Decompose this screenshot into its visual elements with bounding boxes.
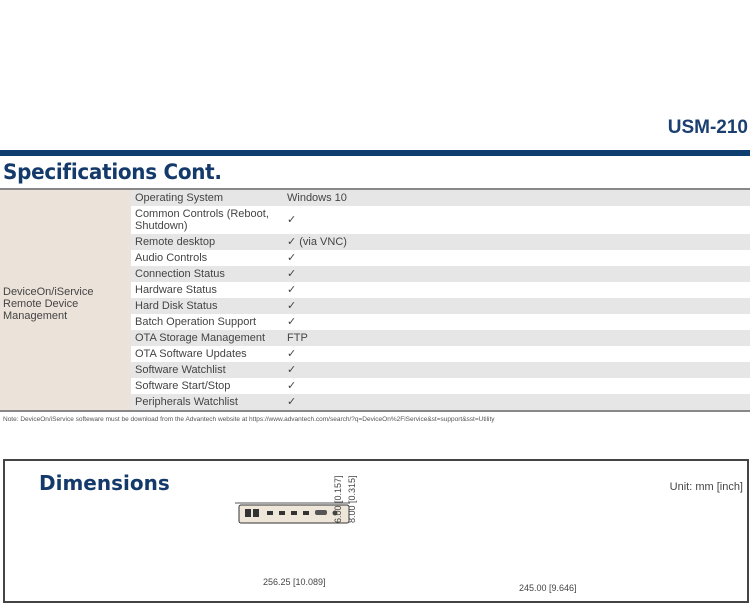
dimensions-title: Dimensions xyxy=(39,471,170,495)
group-label: DeviceOn/iService Remote Device Manageme… xyxy=(3,286,94,322)
header-band xyxy=(0,150,750,156)
unit-label: Unit: mm [inch] xyxy=(669,481,743,493)
spec-value: ✓ xyxy=(287,380,297,392)
spec-name: Batch Operation Support xyxy=(135,316,257,328)
table-row: Peripherals Watchlist ✓ xyxy=(131,394,750,410)
spec-name: Common Controls (Reboot, Shutdown) xyxy=(135,208,269,232)
table-row: Remote desktop ✓ (via VNC) xyxy=(131,234,750,250)
table-row: Software Watchlist ✓ xyxy=(131,362,750,378)
spec-value: ✓ xyxy=(287,300,297,312)
spec-name: Hardware Status xyxy=(135,284,217,296)
spec-name: Remote desktop xyxy=(135,236,216,248)
table-row: OTA Software Updates ✓ xyxy=(131,346,750,362)
spec-value: ✓ xyxy=(287,214,297,226)
spec-name: Operating System xyxy=(135,192,224,204)
table-row: OTA Storage Management FTP xyxy=(131,330,750,346)
table-row: Audio Controls ✓ xyxy=(131,250,750,266)
spec-value: Windows 10 xyxy=(287,192,347,204)
dim-label-d1: 6.00 [0.157] xyxy=(333,475,343,523)
spec-value: ✓ (via VNC) xyxy=(287,236,347,248)
device-front-drawing xyxy=(235,502,350,524)
spec-value: ✓ xyxy=(287,348,297,360)
spec-name: OTA Software Updates xyxy=(135,348,247,360)
table-row: Connection Status ✓ xyxy=(131,266,750,282)
spec-value: ✓ xyxy=(287,396,297,408)
dim-label-depth: 245.00 [9.646] xyxy=(519,583,577,593)
spec-value: ✓ xyxy=(287,364,297,376)
table-row: Common Controls (Reboot, Shutdown) ✓ xyxy=(131,206,750,234)
spec-value: ✓ xyxy=(287,268,297,280)
spec-value: ✓ xyxy=(287,252,297,264)
spec-name: Software Watchlist xyxy=(135,364,226,376)
spec-name: Hard Disk Status xyxy=(135,300,218,312)
table-row: Hard Disk Status ✓ xyxy=(131,298,750,314)
dimensions-box: Dimensions Unit: mm [inch] 6.00 [0.157] … xyxy=(3,459,749,603)
note: Note: DeviceOn/iService softeware must b… xyxy=(3,416,495,423)
table-row: Software Start/Stop ✓ xyxy=(131,378,750,394)
spec-name: Connection Status xyxy=(135,268,225,280)
group-cell: DeviceOn/iService Remote Device Manageme… xyxy=(0,190,131,410)
table-row: Operating System Windows 10 xyxy=(131,190,750,206)
spec-name: Audio Controls xyxy=(135,252,208,264)
model-name: USM-210 xyxy=(667,117,748,138)
spec-rows: Operating System Windows 10 Common Control… xyxy=(131,190,750,410)
spec-table: DeviceOn/iService Remote Device Manageme… xyxy=(0,188,750,412)
dim-label-width: 256.25 [10.089] xyxy=(263,577,326,587)
dim-label-d2: 8.00 [0.315] xyxy=(347,475,357,523)
spec-name: Peripherals Watchlist xyxy=(135,396,238,408)
spec-value: ✓ xyxy=(287,316,297,328)
table-row: Batch Operation Support ✓ xyxy=(131,314,750,330)
section-title: Specifications Cont. xyxy=(3,160,222,184)
spec-name: OTA Storage Management xyxy=(135,332,266,344)
spec-name: Software Start/Stop xyxy=(135,380,231,392)
table-row: Hardware Status ✓ xyxy=(131,282,750,298)
spec-value: FTP xyxy=(287,332,308,344)
spec-value: ✓ xyxy=(287,284,297,296)
